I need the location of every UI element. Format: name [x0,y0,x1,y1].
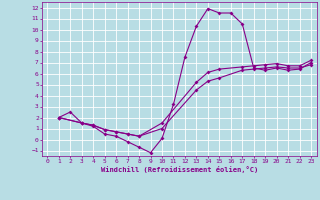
X-axis label: Windchill (Refroidissement éolien,°C): Windchill (Refroidissement éolien,°C) [100,166,258,173]
